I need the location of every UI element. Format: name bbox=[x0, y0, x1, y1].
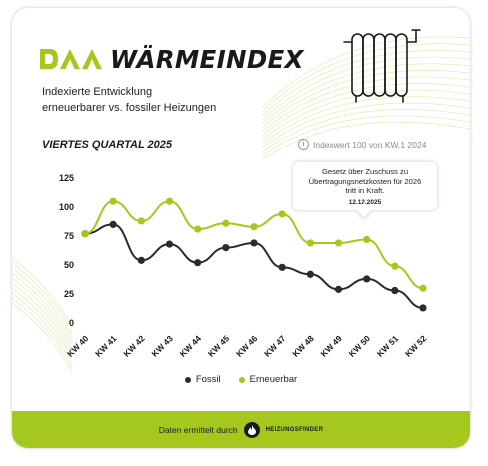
data-point-fossil bbox=[194, 259, 202, 267]
data-point-erneuerbar bbox=[194, 225, 202, 233]
y-tick-label: 50 bbox=[64, 260, 74, 270]
daa-logo-icon bbox=[40, 49, 102, 69]
x-tick-label: KW 40 bbox=[65, 333, 91, 359]
y-tick-label: 25 bbox=[64, 289, 74, 299]
legend-dot-erneuerbar bbox=[238, 376, 245, 383]
annotation-date: 12.12.2025 bbox=[348, 198, 382, 206]
radiator-icon bbox=[343, 29, 421, 103]
x-tick-label: KW 44 bbox=[178, 333, 204, 359]
legend-item-fossil: Fossil bbox=[184, 374, 221, 385]
footer-brand: HEIZUNGSFINDER bbox=[265, 426, 324, 433]
annotation-line-3: tritt in Kraft. bbox=[345, 186, 385, 196]
legend-label-erneuerbar: Erneuerbar bbox=[249, 374, 298, 385]
index-note: i Indexwert 100 von KW.1 2024 bbox=[298, 139, 426, 150]
x-tick-label: KW 51 bbox=[375, 333, 401, 359]
data-point-erneuerbar bbox=[363, 235, 371, 244]
data-point-erneuerbar bbox=[278, 210, 286, 218]
legend: Fossil Erneuerbar bbox=[12, 374, 470, 385]
y-tick-label: 100 bbox=[59, 202, 74, 212]
data-point-erneuerbar bbox=[222, 219, 230, 227]
x-tick-label: KW 49 bbox=[318, 333, 344, 359]
legend-dot-fossil bbox=[184, 376, 191, 383]
x-tick-label: KW 41 bbox=[93, 333, 119, 359]
y-tick-label: 0 bbox=[69, 318, 74, 328]
data-point-erneuerbar bbox=[334, 239, 343, 247]
data-point-fossil bbox=[278, 263, 286, 271]
legend-label-fossil: Fossil bbox=[195, 374, 221, 385]
x-tick-label: KW 42 bbox=[121, 333, 147, 359]
data-point-fossil bbox=[391, 286, 399, 295]
data-point-fossil bbox=[334, 285, 343, 293]
data-point-fossil bbox=[306, 270, 314, 278]
data-point-fossil bbox=[250, 239, 258, 247]
data-point-erneuerbar bbox=[137, 217, 145, 225]
decorative-waves bbox=[12, 36, 470, 374]
x-tick-label: KW 48 bbox=[290, 333, 316, 359]
data-point-fossil bbox=[222, 244, 230, 252]
data-point-erneuerbar bbox=[81, 230, 89, 238]
subtitle-line-2: erneuerbarer vs. fossiler Heizungen bbox=[42, 102, 217, 114]
footer-bar: Daten ermittelt durch HEIZUNGSFINDER bbox=[12, 411, 470, 448]
footer-text: Daten ermittelt durch bbox=[158, 424, 238, 435]
legend-item-erneuerbar: Erneuerbar bbox=[238, 374, 298, 385]
annotation-line-1: Gesetz über Zuschuss zu bbox=[321, 167, 409, 176]
index-note-text: Indexwert 100 von KW.1 2024 bbox=[313, 139, 427, 150]
data-point-erneuerbar bbox=[250, 223, 258, 231]
annotation-line-2: Übertragungsnetzkosten für 2026 bbox=[308, 176, 422, 186]
data-point-erneuerbar bbox=[391, 262, 399, 270]
data-point-erneuerbar bbox=[419, 284, 427, 292]
x-tick-label: KW 43 bbox=[149, 333, 175, 359]
x-tick-label: KW 50 bbox=[347, 333, 373, 359]
info-icon: i bbox=[298, 139, 309, 150]
data-point-fossil bbox=[165, 240, 174, 248]
wärmeindex-card: WÄRMEINDEX Indexierte Entwicklung erneue… bbox=[12, 8, 470, 448]
data-point-erneuerbar bbox=[165, 197, 174, 205]
flame-icon bbox=[243, 421, 260, 438]
y-tick-label: 125 bbox=[59, 173, 74, 183]
data-point-fossil bbox=[363, 275, 371, 283]
data-point-fossil bbox=[419, 304, 427, 312]
annotation-tooltip: Gesetz über Zuschuss zu Übertragungsnetz… bbox=[293, 162, 437, 218]
y-tick-label: 75 bbox=[64, 231, 74, 241]
data-point-erneuerbar bbox=[306, 239, 314, 247]
data-point-erneuerbar bbox=[109, 197, 117, 205]
quarter-label: VIERTES QUARTAL 2025 bbox=[42, 139, 173, 151]
data-point-fossil bbox=[137, 256, 145, 264]
x-tick-label: KW 47 bbox=[262, 333, 288, 359]
series-line-fossil bbox=[84, 223, 424, 309]
x-tick-label: KW 46 bbox=[234, 333, 260, 359]
brand-title: WÄRMEINDEX bbox=[110, 45, 304, 74]
x-tick-label: KW 52 bbox=[403, 333, 429, 359]
subtitle-line-1: Indexierte Entwicklung bbox=[42, 86, 153, 98]
data-point-fossil bbox=[109, 220, 117, 228]
x-tick-label: KW 45 bbox=[206, 333, 232, 359]
